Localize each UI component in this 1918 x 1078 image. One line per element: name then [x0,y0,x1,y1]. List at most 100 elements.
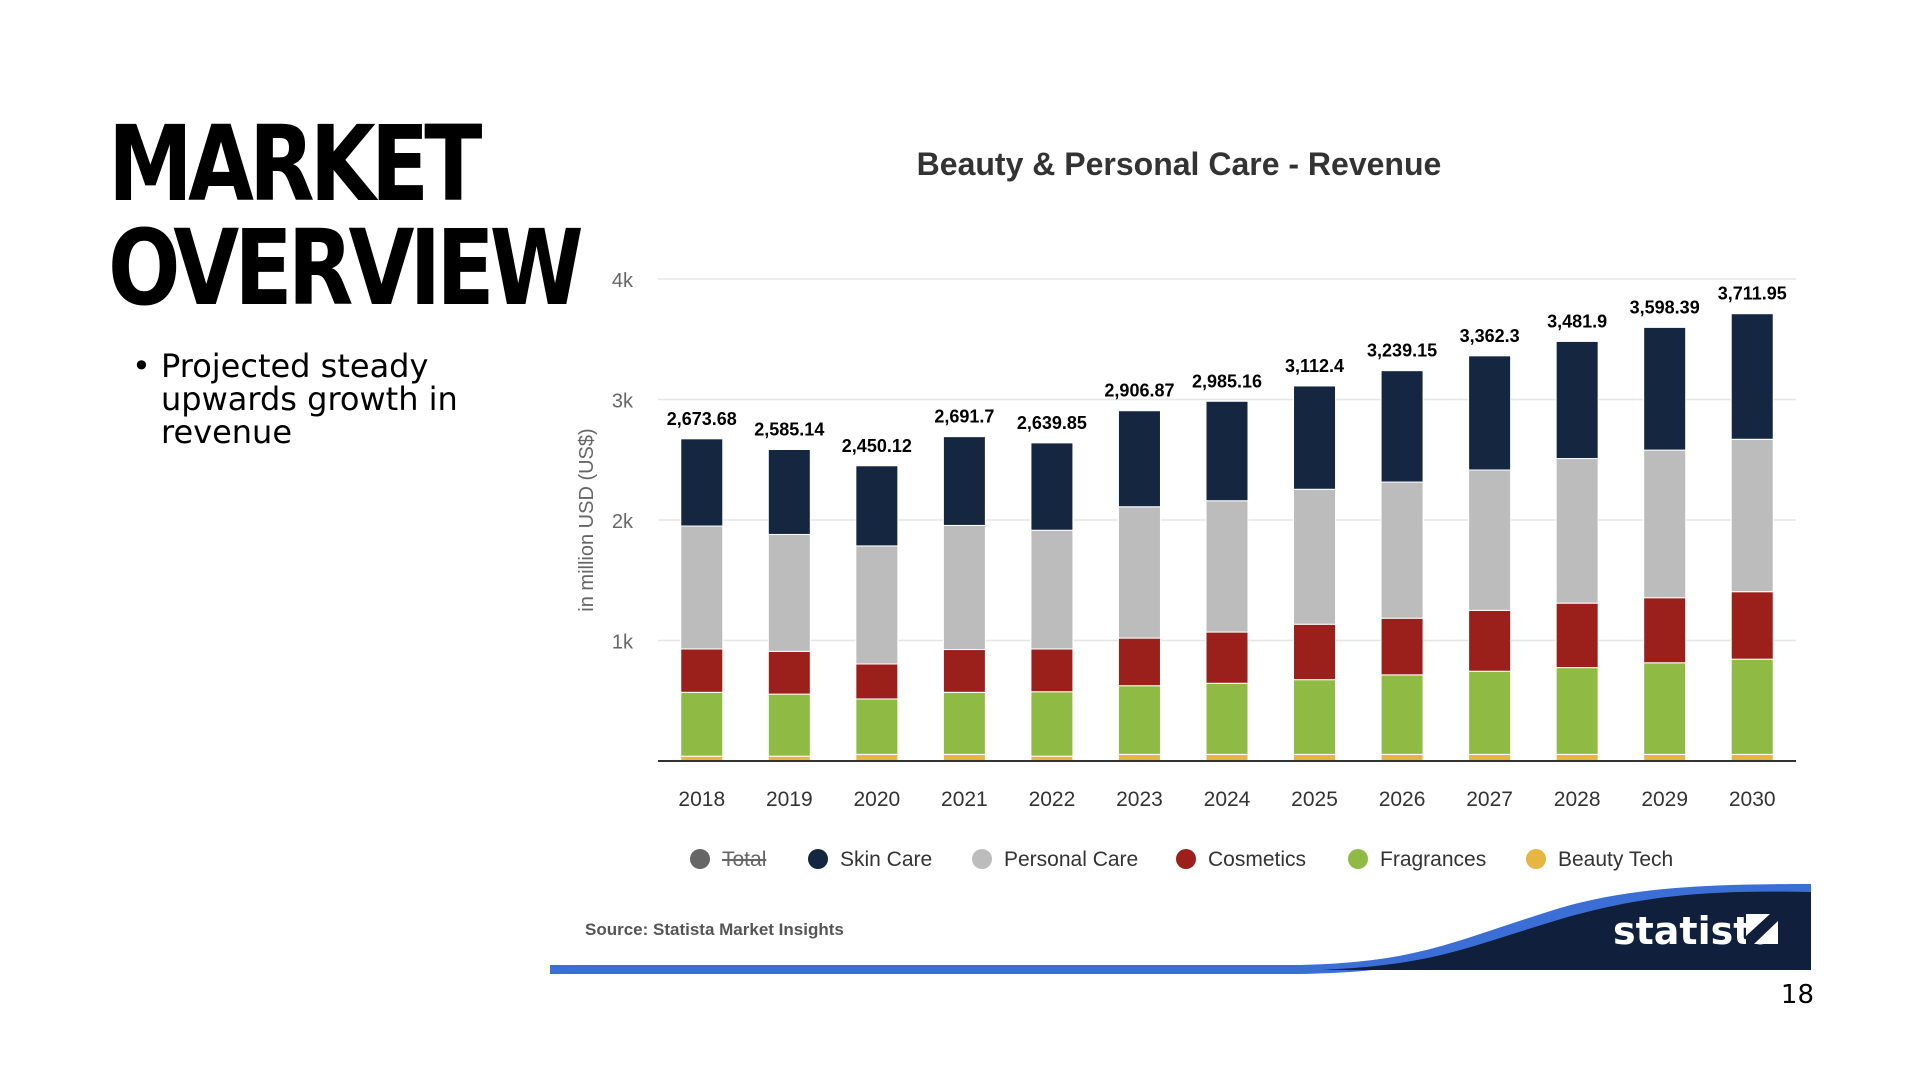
bar-segment [855,663,899,700]
total-label: 2,906.87 [1104,381,1174,401]
x-tick-label: 2022 [1029,788,1076,811]
x-tick-label: 2018 [678,788,725,811]
bar-segment [1205,631,1249,684]
legend-label: Total [722,848,766,871]
total-label: 3,362.3 [1460,326,1520,346]
footer-blue-swoosh [550,884,1811,974]
x-tick-label: 2028 [1554,788,1601,811]
bar-segment [1555,340,1599,460]
bar-segment [767,650,811,695]
source-text: Source: Statista Market Insights [585,920,844,939]
legend-marker [808,849,828,869]
x-tick-label: 2029 [1641,788,1688,811]
x-tick-label: 2023 [1116,788,1163,811]
bar-segment [1643,597,1687,664]
legend-marker [1526,849,1546,869]
bar-segment [1030,529,1074,650]
x-tick-label: 2019 [766,788,813,811]
bar-segment [1380,617,1424,676]
bar-segment [1380,674,1424,755]
bar-segment [855,545,899,665]
bar-segment [942,436,986,526]
y-tick-label: 3k [612,391,634,413]
bar-segment [1468,670,1512,755]
bar-segment [1205,400,1249,502]
total-label: 2,691.7 [934,407,994,427]
bar-segment [1555,667,1599,755]
y-tick-label: 4k [612,270,634,292]
total-label: 2,639.85 [1017,413,1087,433]
slide-title-line-2: OVERVIEW [108,207,584,329]
bar-segment [1643,326,1687,451]
legend-marker [1348,849,1368,869]
bar-segment [1205,500,1249,633]
legend-marker [972,849,992,869]
bar-segment [1293,488,1337,625]
bar-segment [1117,410,1161,508]
bar-segment [1293,385,1337,490]
bar-segment [1643,662,1687,755]
total-label: 2,985.16 [1192,371,1262,391]
total-label: 3,112.4 [1285,356,1344,376]
bar-segment [1293,679,1337,755]
bar-segment [767,448,811,535]
bar-segment [1730,658,1774,755]
legend-label: Beauty Tech [1558,848,1673,871]
x-tick-label: 2021 [941,788,988,811]
bar-segment [767,533,811,652]
bar-segment [1730,591,1774,660]
bar-segment [1117,685,1161,755]
y-tick-label: 1k [612,632,634,654]
bar-segment [1380,481,1424,619]
statista-logo-mark [1746,914,1778,944]
bar-segment [1030,691,1074,757]
bar-segment [942,524,986,651]
slide-title: MARKET OVERVIEW [108,103,584,329]
total-label: 3,239.15 [1367,341,1437,361]
chart-title: Beauty & Personal Care - Revenue [917,146,1442,182]
y-tick-label: 2k [612,511,634,533]
total-label: 2,585.14 [754,419,824,439]
bar-segment [1730,313,1774,440]
total-label: 3,598.39 [1630,297,1700,317]
bar-segment [1205,682,1249,755]
bar-segment [680,438,724,527]
legend-label: Personal Care [1004,848,1138,871]
bar-segment [767,693,811,757]
footer-banner: Source: Statista Market Insights statist… [550,884,1811,974]
bar-segment [680,648,724,693]
legend-marker [1176,849,1196,869]
bar-segment [1117,637,1161,687]
total-label: 3,711.95 [1718,284,1787,304]
page-number: 18 [1780,980,1814,1010]
legend-marker [690,849,710,869]
bar-segment [1468,469,1512,611]
legend-label: Cosmetics [1208,848,1306,871]
legend-label: Fragrances [1380,848,1486,871]
bar-segment [680,691,724,757]
bar-segment [680,525,724,650]
slide-title-line-1: MARKET [108,103,482,225]
bar-segment [1468,609,1512,672]
x-tick-label: 2030 [1729,788,1776,811]
bar-segment [1555,602,1599,669]
x-tick-label: 2026 [1379,788,1426,811]
total-label: 2,673.68 [667,409,737,429]
bar-segment [942,691,986,755]
bars [680,313,1774,762]
grid-lines: 1k 2k 3k 4k [612,270,1796,654]
y-axis-label: in million USD (US$) [576,428,598,611]
legend: Total Skin Care Personal Care Cosmetics Frag… [690,848,1673,871]
bar-segment [1030,648,1074,693]
x-tick-label: 2020 [853,788,900,811]
total-label: 2,450.12 [842,436,912,456]
bar-segment [1555,458,1599,604]
bar-segment [1468,355,1512,471]
bar-segment [1730,438,1774,593]
x-axis: 2018 2019 2020 2021 2022 2023 2024 2025 2026 2027… [658,760,1796,811]
bullet-list: Projected steady upwards growth in reven… [130,350,490,449]
bar-segment [1293,623,1337,681]
x-tick-label: 2027 [1466,788,1513,811]
bar-segment [1643,449,1687,599]
bar-segment [855,465,899,547]
